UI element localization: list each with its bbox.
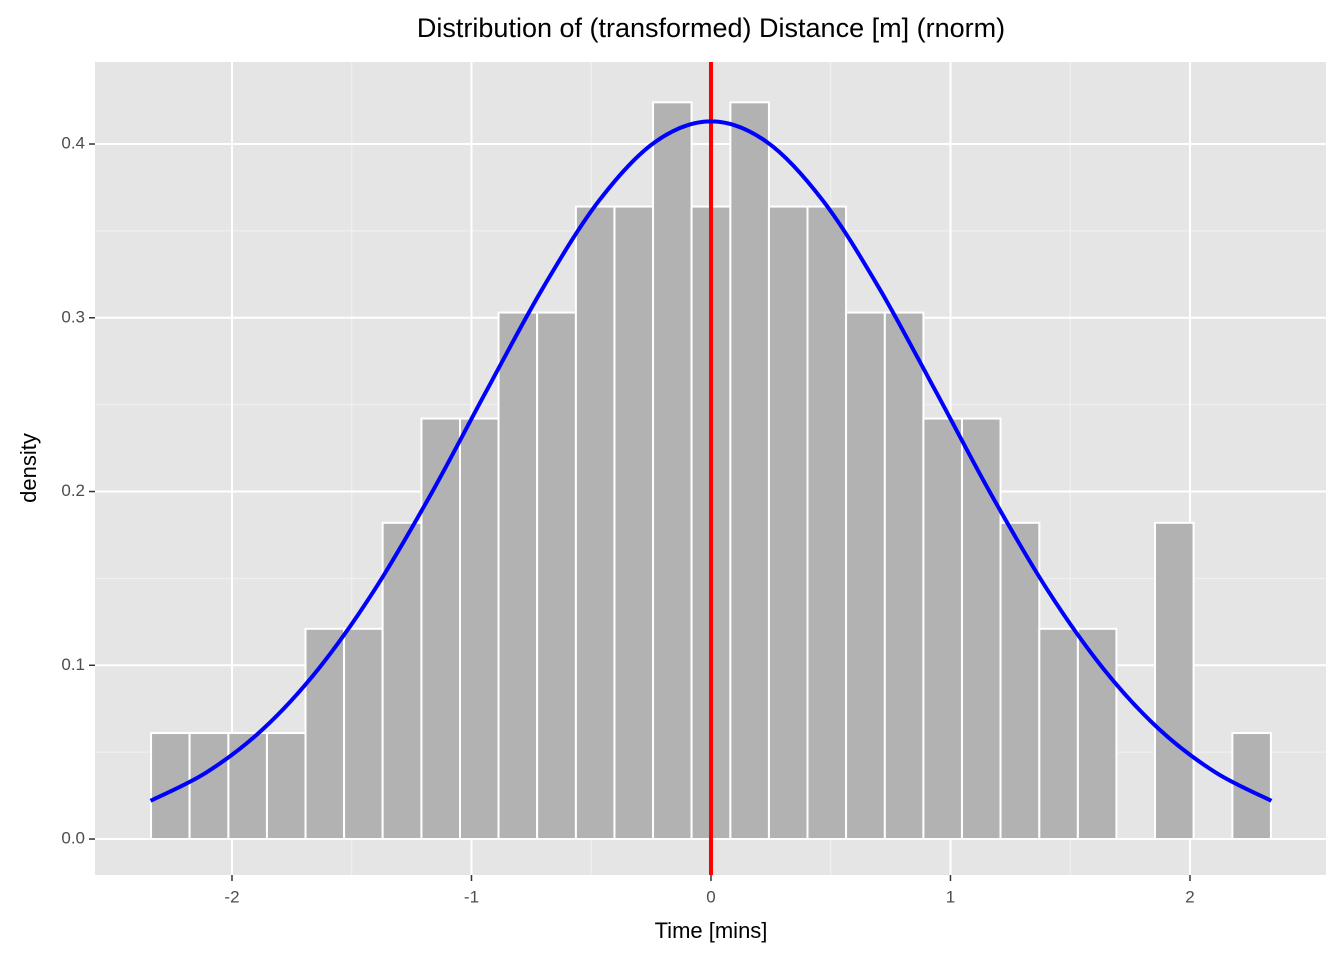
bar <box>960 417 1002 841</box>
bar <box>806 205 848 841</box>
bar <box>381 521 423 841</box>
y-tick-label: 0.0 <box>61 829 85 848</box>
y-axis-title: density <box>16 433 41 503</box>
bar <box>536 311 577 841</box>
x-tick-label: -1 <box>464 887 479 906</box>
y-tick-label: 0.3 <box>61 307 85 326</box>
bar <box>729 101 770 841</box>
bar <box>265 732 307 841</box>
y-tick-label: 0.1 <box>61 655 85 674</box>
bar <box>767 205 809 841</box>
bar <box>1038 627 1079 841</box>
bar <box>999 521 1041 841</box>
y-tick-label: 0.4 <box>61 133 85 152</box>
density-curve <box>149 119 1273 803</box>
bar <box>343 627 384 841</box>
x-tick-label: -2 <box>224 887 239 906</box>
bar <box>420 417 461 841</box>
bar <box>458 417 500 841</box>
bar <box>188 732 230 841</box>
x-tick-label: 1 <box>946 887 955 906</box>
chart-title: Distribution of (transformed) Distance [… <box>417 13 1005 43</box>
x-axis-title: Time [mins] <box>655 918 768 943</box>
y-tick-label: 0.2 <box>61 481 85 500</box>
x-tick-label: 0 <box>706 887 715 906</box>
bar <box>227 732 268 841</box>
bar <box>497 311 539 841</box>
bar <box>922 417 963 841</box>
x-tick-label: 2 <box>1185 887 1194 906</box>
bar <box>652 101 693 841</box>
bar <box>883 311 925 841</box>
bar <box>845 311 886 841</box>
bar <box>1154 521 1195 841</box>
bar <box>613 205 655 841</box>
bar <box>574 205 616 841</box>
